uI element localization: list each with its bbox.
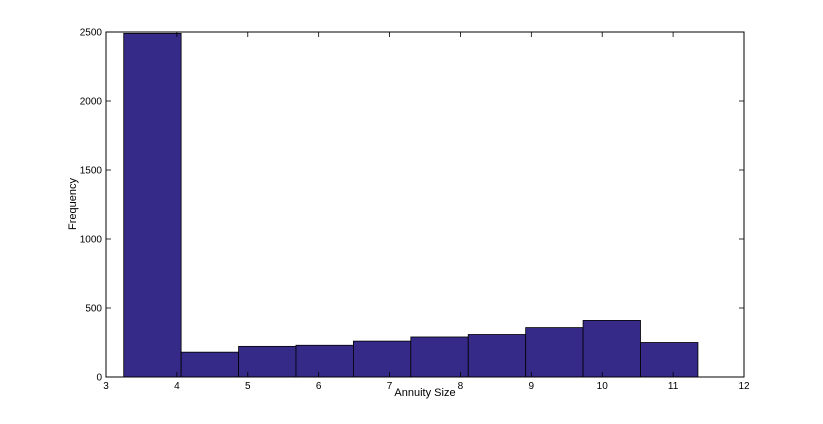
x-tick-label: 3	[103, 381, 109, 392]
x-tick-label: 8	[458, 381, 464, 392]
x-tick-label: 9	[529, 381, 535, 392]
axes-box	[105, 31, 745, 378]
x-tick-label: 7	[387, 381, 393, 392]
y-tick-label: 500	[85, 304, 102, 315]
histogram-bar-9	[582, 320, 641, 378]
histogram-bar-7	[467, 334, 527, 378]
histogram-bar-8	[525, 327, 584, 378]
x-tick-label: 12	[738, 381, 750, 392]
x-tick-label: 10	[597, 381, 609, 392]
y-tick-label: 2000	[80, 97, 103, 108]
x-axis-ticks: 3 4 5 6 7 8 9 10 11 12	[103, 32, 750, 392]
y-axis-label: Frequency	[67, 178, 79, 230]
y-tick-label: 2500	[80, 28, 103, 39]
x-tick-label: 4	[174, 381, 180, 392]
y-tick-label: 0	[96, 373, 102, 384]
histogram-bar-10	[640, 342, 699, 378]
histogram-bar-6	[410, 336, 469, 378]
y-tick-label: 1500	[80, 166, 103, 177]
x-tick-label: 11	[668, 381, 679, 392]
x-axis-label: Annuity Size	[394, 387, 455, 399]
histogram-bar-3	[238, 345, 297, 378]
histogram-bar-2	[180, 351, 239, 378]
bars-group	[123, 32, 699, 378]
y-tick-label: 1000	[80, 235, 103, 246]
histogram-bar-4	[295, 344, 354, 378]
plot-area	[106, 32, 744, 377]
y-axis-ticks: 0 500 1000 1500 2000 2500	[80, 28, 744, 384]
histogram-bar-1	[123, 32, 182, 378]
x-tick-label: 6	[316, 381, 322, 392]
x-tick-label: 5	[245, 381, 251, 392]
histogram-bar-5	[353, 340, 412, 378]
